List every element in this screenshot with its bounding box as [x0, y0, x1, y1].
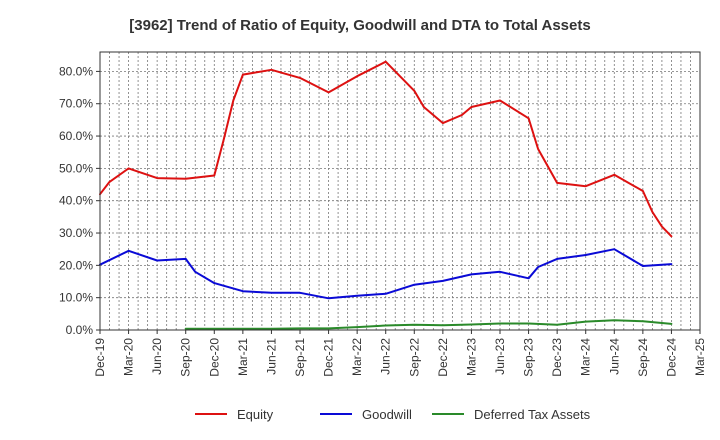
- plot-area-frame: [99, 51, 701, 331]
- x-tick-label: Dec-24: [664, 338, 678, 377]
- series-line-deferred-tax-assets: [184, 319, 673, 330]
- series-line-goodwill: [99, 248, 673, 300]
- x-tick-label: Jun-22: [379, 338, 393, 375]
- y-tick-label: 60.0%: [59, 129, 93, 143]
- x-tick-label: Mar-25: [693, 338, 707, 376]
- legend-label: Deferred Tax Assets: [474, 407, 591, 422]
- x-tick-label: Sep-20: [179, 338, 193, 377]
- x-tick-label: Mar-20: [122, 338, 136, 376]
- x-tick-label: Dec-22: [436, 338, 450, 377]
- x-tick-label: Mar-23: [464, 338, 478, 376]
- y-tick-label: 70.0%: [59, 97, 93, 111]
- x-tick-label: Jun-21: [264, 338, 278, 375]
- x-tick-label: Dec-20: [207, 338, 221, 377]
- y-tick-label: 30.0%: [59, 226, 93, 240]
- legend-label: Goodwill: [362, 407, 412, 422]
- x-tick-label: Sep-22: [407, 338, 421, 377]
- x-tick-label: Jun-24: [607, 338, 621, 375]
- legend-label: Equity: [237, 407, 274, 422]
- x-tick-label: Mar-21: [236, 338, 250, 376]
- y-tick-label: 10.0%: [59, 291, 93, 305]
- x-tick-label: Sep-23: [522, 338, 536, 377]
- grid: [99, 52, 701, 331]
- series-line-equity: [99, 60, 673, 238]
- y-tick-label: 0.0%: [66, 323, 94, 337]
- y-tick-label: 20.0%: [59, 258, 93, 272]
- x-tick-label: Dec-19: [93, 338, 107, 377]
- legend: Equity Goodwill Deferred Tax Assets: [195, 407, 591, 422]
- y-tick-label: 50.0%: [59, 161, 93, 175]
- y-tick-label: 80.0%: [59, 64, 93, 78]
- x-tick-label: Jun-20: [150, 338, 164, 375]
- chart-title: [3962] Trend of Ratio of Equity, Goodwil…: [129, 17, 590, 34]
- x-axis-ticks: Dec-19 Mar-20 Jun-20 Sep-20 Dec-20 Mar-21 Jun-…: [93, 330, 707, 377]
- x-tick-label: Mar-22: [350, 338, 364, 376]
- x-tick-label: Dec-23: [550, 338, 564, 377]
- x-tick-label: Jun-23: [493, 338, 507, 375]
- x-tick-label: Mar-24: [579, 338, 593, 376]
- x-tick-label: Dec-21: [322, 338, 336, 377]
- series-lines: [99, 60, 673, 330]
- y-axis-ticks: 0.0% 10.0% 20.0% 30.0% 40.0% 50.0% 60.0% 70.0% 8…: [59, 64, 100, 337]
- x-tick-label: Sep-24: [636, 338, 650, 377]
- x-tick-label: Sep-21: [293, 338, 307, 377]
- y-tick-label: 40.0%: [59, 194, 93, 208]
